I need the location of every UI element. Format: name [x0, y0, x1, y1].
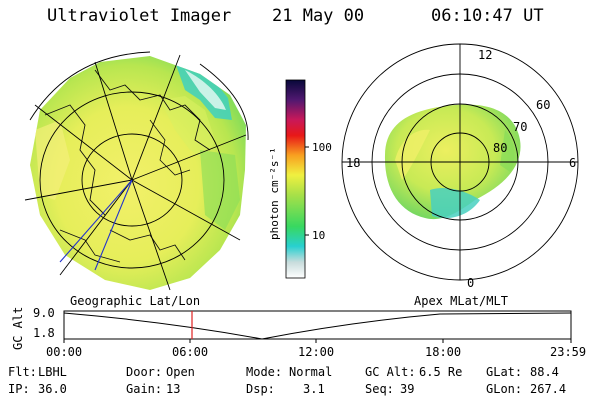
instrument-title: Ultraviolet Imager	[47, 6, 232, 26]
polar-label-18: 18	[346, 156, 360, 170]
flt-label: Flt:	[8, 365, 37, 379]
glat-label: GLat:	[486, 365, 523, 379]
polar-label-80: 80	[493, 141, 507, 155]
dsp-value: 3.1	[303, 382, 325, 396]
polar-label-70: 70	[513, 120, 527, 134]
mode-label: Mode:	[246, 365, 283, 379]
ip-label: IP:	[8, 382, 30, 396]
seq-label: Seq:	[365, 382, 394, 396]
polar-label-6: 6	[569, 156, 576, 170]
door-value: Open	[166, 365, 195, 379]
x-tick-2: 12:00	[298, 345, 335, 359]
door-label: Door:	[126, 365, 163, 379]
color-bar: 100 10 photon cm⁻²s⁻¹	[268, 79, 332, 279]
flt-value: LBHL	[38, 365, 67, 379]
seq-value: 39	[400, 382, 415, 396]
ip-value: 36.0	[38, 382, 67, 396]
colorbar-tick-10: 10	[312, 229, 325, 242]
polar-label-0: 0	[467, 276, 474, 290]
gcalt-label: GC Alt:	[365, 365, 416, 379]
alt-bottom-value: 1.8	[33, 326, 55, 340]
x-tick-1: 06:00	[172, 345, 209, 359]
geographic-title: Geographic Lat/Lon	[70, 294, 201, 308]
gain-value: 13	[166, 382, 181, 396]
time-label: 06:10:47 UT	[431, 6, 544, 26]
alt-axis-label: GC Alt	[11, 307, 25, 350]
altitude-panel: GC Alt	[11, 307, 572, 350]
geographic-image	[24, 51, 249, 291]
date-label: 21 May 00	[272, 6, 365, 26]
alt-top-value: 9.0	[33, 306, 55, 320]
colorbar-unit-label: photon cm⁻²s⁻¹	[268, 147, 281, 240]
x-tick-3: 18:00	[425, 345, 462, 359]
glon-label: GLon:	[486, 382, 523, 396]
glon-value: 267.4	[530, 382, 567, 396]
gcalt-value: 6.5 Re	[419, 365, 463, 379]
dsp-label: Dsp:	[246, 382, 275, 396]
mode-value: Normal	[289, 365, 333, 379]
polar-label-12: 12	[478, 48, 492, 62]
polar-label-60: 60	[536, 98, 550, 112]
x-tick-0: 00:00	[46, 345, 83, 359]
x-tick-4: 23:59	[550, 345, 587, 359]
polar-plot: 12 18 6 0 60 70 80	[341, 43, 579, 290]
apex-title: Apex MLat/MLT	[414, 294, 508, 308]
glat-value: 88.4	[530, 365, 559, 379]
colorbar-tick-100: 100	[312, 141, 332, 154]
gain-label: Gain:	[126, 382, 163, 396]
